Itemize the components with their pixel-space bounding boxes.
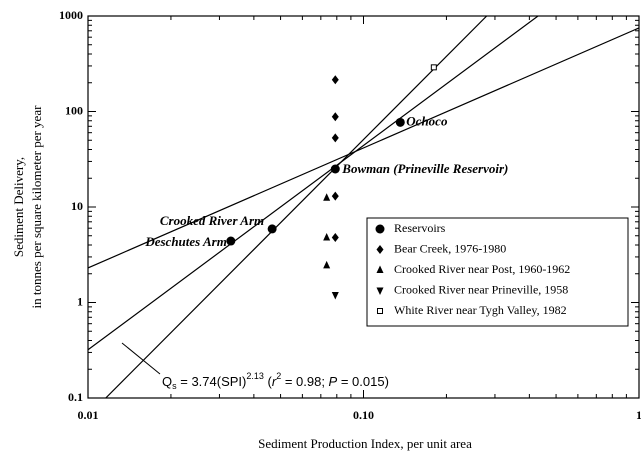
fit-line xyxy=(88,27,639,269)
point-label: Deschutes Arm xyxy=(144,234,227,249)
equation-part: Q xyxy=(162,374,172,389)
y-tick-label: 10 xyxy=(71,199,83,213)
point xyxy=(395,117,405,127)
legend-label: Crooked River near Prineville, 1958 xyxy=(394,282,568,296)
legend-marker xyxy=(376,245,384,254)
legend-marker xyxy=(376,287,384,295)
x-tick-label: 1 xyxy=(636,408,641,422)
y-tick-label: 100 xyxy=(65,103,83,117)
point xyxy=(331,75,339,85)
point-label: Crooked River Arm xyxy=(160,213,264,228)
equation-part: 2.13 xyxy=(246,371,264,381)
point xyxy=(331,291,339,300)
equation-part: s xyxy=(172,381,177,391)
point xyxy=(331,133,339,143)
plot-frame xyxy=(87,15,640,399)
x-tick-label: 0.10 xyxy=(353,408,374,422)
equation-part: = 0.015) xyxy=(337,374,389,389)
equation-part: P xyxy=(329,374,338,389)
point xyxy=(323,232,331,241)
equation-part: ( xyxy=(264,374,273,389)
point-label: Bowman (Prineville Reservoir) xyxy=(341,161,508,176)
fit-line xyxy=(88,16,539,351)
legend-marker xyxy=(375,224,385,234)
y-tick-label: 1000 xyxy=(59,8,83,22)
legend-marker xyxy=(377,308,383,314)
legend-marker xyxy=(376,265,384,273)
y-tick-label: 0.1 xyxy=(68,390,83,404)
y-tick-label: 1 xyxy=(77,294,83,308)
legend-label: White River near Tygh Valley, 1982 xyxy=(394,303,567,317)
x-tick-label: 0.01 xyxy=(78,408,99,422)
point xyxy=(323,260,331,269)
equation-part: = 3.74(SPI) xyxy=(177,374,247,389)
point xyxy=(331,191,339,201)
point xyxy=(331,232,339,242)
point xyxy=(430,64,437,71)
x-axis-label: Sediment Production Index, per unit area xyxy=(258,436,472,451)
point xyxy=(226,236,236,246)
point xyxy=(331,112,339,122)
line-group xyxy=(88,16,639,398)
y-axis-label: in tonnes per square kilometer per year xyxy=(29,105,44,309)
legend-box xyxy=(366,217,629,327)
equation-part: = 0.98; xyxy=(281,374,328,389)
point-label: Ochoco xyxy=(406,113,448,128)
equation: Qs = 3.74(SPI)2.13 (r2 = 0.98; P = 0.015… xyxy=(162,371,389,391)
legend-label: Bear Creek, 1976-1980 xyxy=(394,241,506,255)
point xyxy=(330,164,340,174)
point xyxy=(323,193,331,201)
equation-part: 2 xyxy=(276,371,281,381)
fit-line xyxy=(105,16,488,398)
point xyxy=(267,224,277,234)
equation-part: r xyxy=(272,374,277,389)
leader-line xyxy=(121,342,161,375)
legend-label: Reservoirs xyxy=(394,221,446,235)
y-axis-label: Sediment Delivery, xyxy=(11,157,26,257)
legend-label: Crooked River near Post, 1960-1962 xyxy=(394,262,570,276)
